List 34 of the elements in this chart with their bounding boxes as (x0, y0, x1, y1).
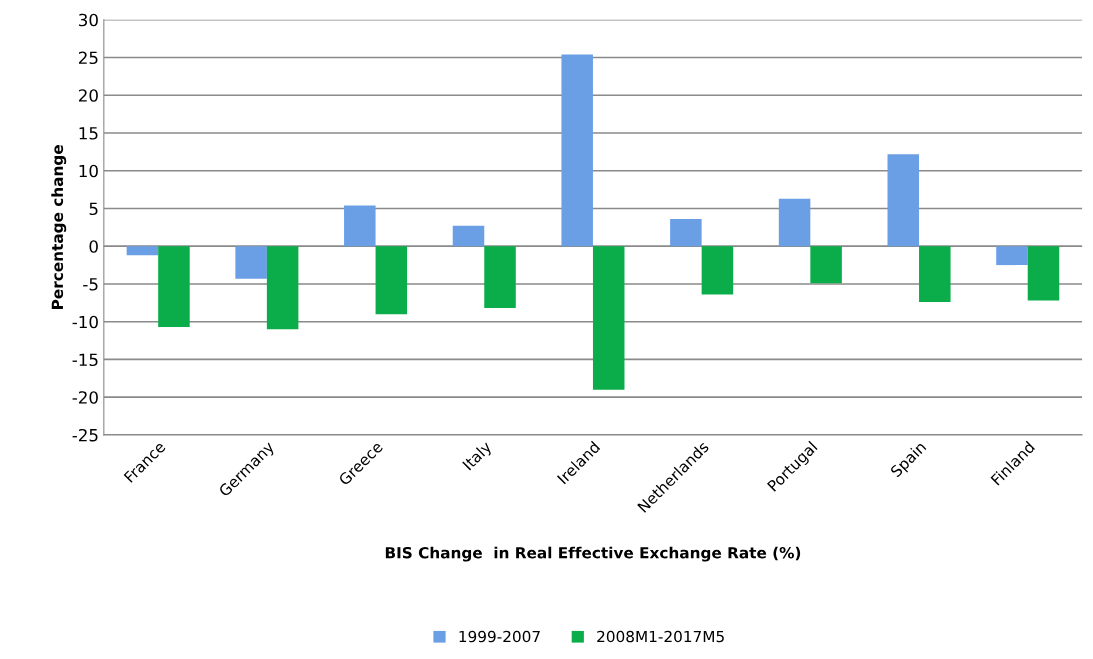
bar (670, 219, 702, 247)
bar (344, 205, 376, 247)
bar (1027, 246, 1060, 301)
y-tick-label: 10 (79, 164, 98, 178)
bar (778, 198, 811, 247)
y-tick-label: 25 (78, 51, 98, 65)
bar (996, 246, 1028, 266)
legend-label: 1999-2007 (459, 630, 540, 643)
y-tick-label: 15 (79, 127, 98, 140)
bar (592, 246, 625, 390)
x-axis-title: BIS Change in Real Effective Exchange Rate (%) (385, 546, 801, 562)
bar (266, 246, 299, 330)
y-tick-label: 20 (78, 89, 98, 102)
y-tick-label: -25 (72, 428, 98, 442)
bar (887, 154, 920, 247)
bar (452, 225, 485, 247)
bar (235, 246, 267, 279)
y-tick-label: -5 (83, 278, 98, 291)
bar (375, 246, 408, 315)
bar (126, 246, 159, 256)
bar (561, 54, 593, 247)
y-tick-label: 0 (89, 240, 98, 253)
bar (158, 246, 190, 327)
bar (484, 246, 516, 309)
bar (810, 246, 842, 284)
y-axis-title: Percentage change (51, 145, 67, 309)
y-tick-label: -15 (72, 353, 98, 367)
y-tick-label: -20 (72, 391, 98, 404)
legend-label: 2008M1-2017M5 (597, 630, 724, 643)
bar (701, 246, 734, 295)
y-tick-label: 5 (89, 202, 98, 216)
y-tick-label: 30 (79, 13, 98, 27)
bar (919, 246, 951, 303)
y-tick-label: -10 (72, 315, 98, 329)
